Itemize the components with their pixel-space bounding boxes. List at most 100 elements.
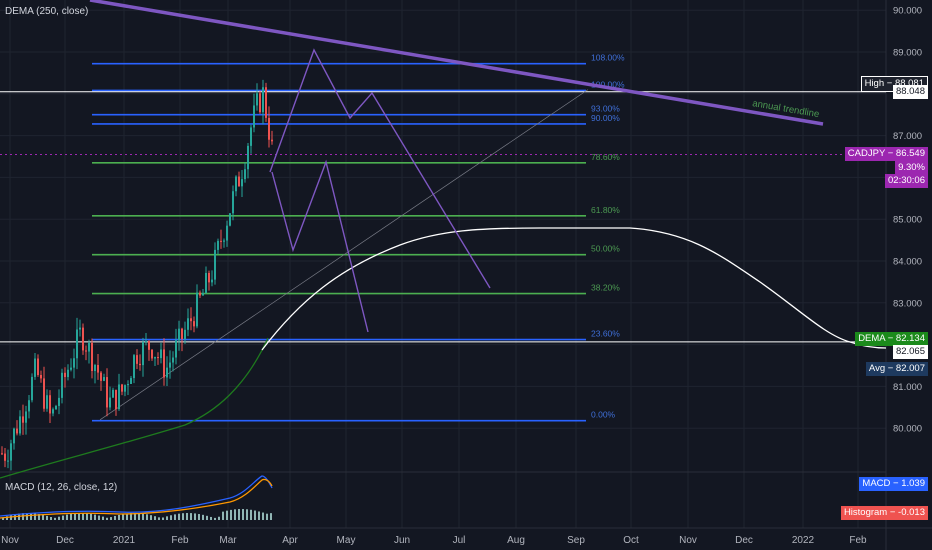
candle-body — [16, 428, 18, 434]
projection-zigzag-upper — [269, 48, 491, 289]
candle-body — [76, 329, 78, 359]
candle-body — [223, 240, 225, 242]
macd-histogram-bar — [190, 513, 192, 520]
y-tick-label: 85.000 — [893, 215, 922, 226]
candle-body — [265, 87, 267, 118]
macd-histogram-bar — [62, 515, 64, 520]
macd-histogram-bar — [166, 516, 168, 520]
candle-body — [208, 272, 210, 283]
fib-level-label: 93.00% — [591, 104, 620, 114]
candle-body — [121, 384, 123, 392]
macd-histogram-bar — [266, 513, 268, 520]
candle-body — [202, 292, 204, 296]
macd-histogram-bar — [262, 512, 264, 520]
price-axis-tag: 9.30% — [895, 160, 928, 175]
price-axis-tag: Avg − 82.007 — [865, 361, 928, 376]
candle-body — [148, 341, 150, 350]
candle-body — [25, 411, 27, 423]
price-axis-tag: 88.048 — [892, 84, 928, 99]
candle-body — [166, 367, 168, 378]
candle-body — [205, 272, 207, 293]
candle-body — [91, 342, 93, 372]
macd-histogram-bar — [154, 516, 156, 520]
macd-histogram-bar — [242, 509, 244, 520]
macd-histogram-bar — [42, 514, 44, 520]
macd-histogram-bar — [126, 513, 128, 520]
candle-body — [244, 169, 246, 180]
candle-body — [13, 428, 15, 444]
y-tick-label: 87.000 — [893, 131, 922, 142]
macd-histogram-bar — [150, 515, 152, 520]
price-axis-tag: 82.065 — [892, 344, 928, 359]
macd-histogram-bar — [270, 513, 272, 520]
price-axis-tag: 02:30:06 — [885, 173, 928, 188]
candle-body — [139, 363, 141, 366]
candle-body — [43, 378, 45, 409]
candle-body — [211, 279, 213, 283]
candle-body — [4, 453, 6, 461]
candle-body — [109, 397, 111, 408]
candle-body — [118, 384, 120, 410]
candle-body — [49, 395, 51, 414]
macd-histogram-bar — [106, 517, 108, 520]
macd-histogram-bar — [134, 513, 136, 520]
macd-histogram-bar — [186, 513, 188, 520]
macd-histogram-bar — [218, 516, 220, 520]
candle-body — [22, 416, 24, 423]
x-tick-label: Jun — [394, 535, 410, 546]
candle-body — [124, 385, 126, 392]
candle-body — [31, 376, 33, 401]
candle-body — [106, 377, 108, 408]
x-tick-label: Nov — [1, 535, 19, 546]
candle-body — [262, 87, 264, 113]
price-axis-tag: DEMA − 82.134 — [855, 331, 928, 346]
price-axis-tag: Histogram − -0.013 — [840, 506, 928, 520]
projection-zigzag-lower — [271, 159, 369, 333]
candle-body — [184, 329, 186, 339]
candle-body — [250, 127, 252, 146]
candle-body — [232, 191, 234, 214]
macd-histogram-bar — [194, 513, 196, 520]
macd-histogram-bar — [234, 509, 236, 520]
candle-body — [61, 372, 63, 398]
macd-indicator-title[interactable]: MACD (12, 26, close, 12) — [5, 482, 118, 493]
candle-body — [145, 341, 147, 343]
macd-line — [0, 475, 273, 517]
candle-body — [79, 327, 81, 330]
fib-level-label: 100.00% — [591, 79, 625, 89]
macd-histogram-bar — [254, 510, 256, 520]
candle-body — [73, 358, 75, 368]
candle-body — [235, 176, 237, 192]
price-axis-tag: CADJPY − 86.549 — [844, 147, 928, 162]
y-tick-label: 90.000 — [893, 6, 922, 17]
candle-body — [19, 416, 21, 434]
x-tick-label: Dec — [56, 535, 74, 546]
macd-histogram-bar — [30, 513, 32, 520]
candle-body — [217, 240, 219, 250]
macd-histogram-bar — [6, 516, 8, 520]
macd-histogram-bar — [250, 509, 252, 520]
candle-body — [58, 397, 60, 406]
x-tick-label: Apr — [282, 535, 298, 546]
macd-histogram-bar — [74, 513, 76, 520]
fib-level-label: 23.60% — [591, 329, 620, 339]
candle-body — [70, 367, 72, 370]
candle-body — [37, 358, 39, 375]
fib-level-label: 50.00% — [591, 244, 620, 254]
candle-body — [100, 372, 102, 381]
candle-body — [133, 355, 135, 379]
dema-indicator-title[interactable]: DEMA (250, close) — [5, 6, 89, 17]
x-tick-label: May — [337, 535, 356, 546]
x-tick-label: Nov — [679, 535, 697, 546]
macd-histogram-bar — [82, 513, 84, 520]
macd-histogram-bar — [58, 516, 60, 520]
x-tick-label: Mar — [219, 535, 237, 546]
macd-histogram-bar — [182, 513, 184, 520]
candle-body — [55, 405, 57, 410]
candle-body — [241, 179, 243, 187]
candle-body — [178, 328, 180, 341]
candle-body — [34, 358, 36, 377]
macd-histogram-bar — [46, 515, 48, 520]
macd-histogram-bar — [78, 513, 80, 520]
